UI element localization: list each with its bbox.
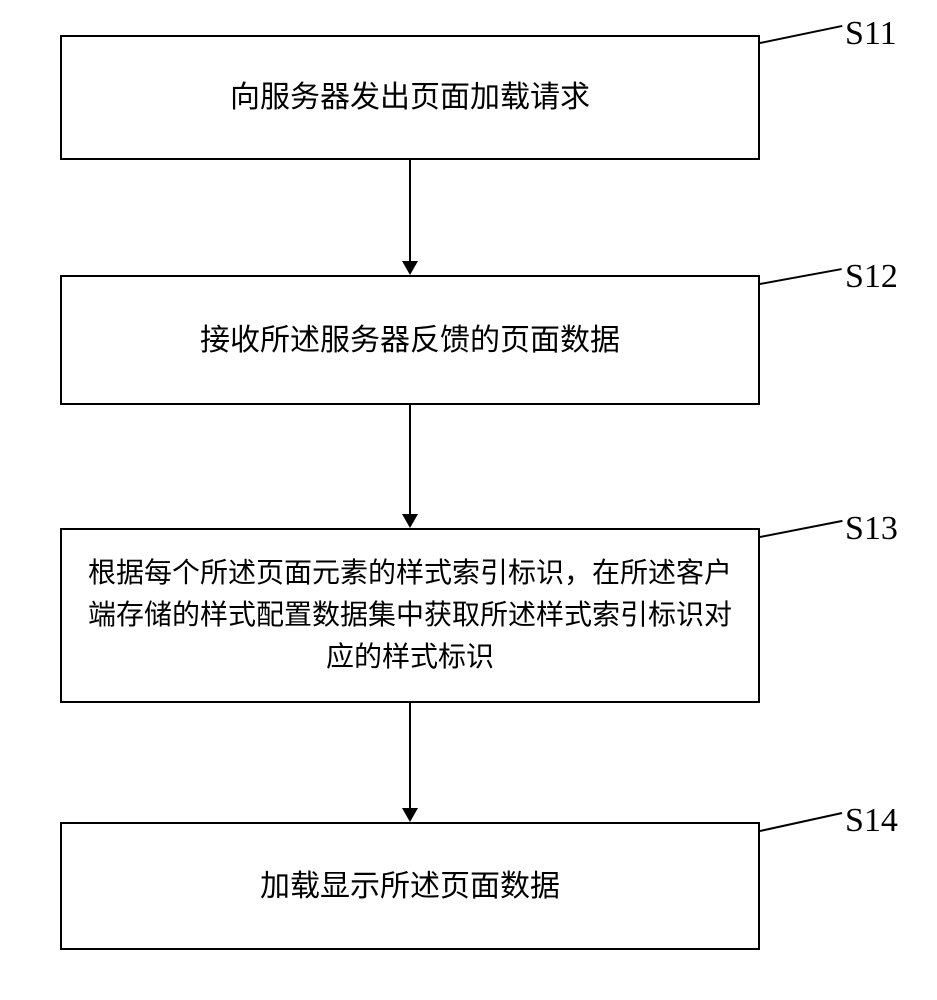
callout-line-s11 [760,25,842,44]
label-text: S12 [845,258,898,295]
step-label-s12: S12 [845,258,898,296]
label-text: S11 [845,15,897,52]
step-box-s14: 加载显示所述页面数据 [60,822,760,950]
arrow-head-3 [402,808,418,822]
callout-line-s14 [760,812,842,832]
step-label-s13: S13 [845,510,898,548]
callout-line-s12 [760,268,842,285]
arrow-line-2 [409,405,411,514]
step-text: 根据每个所述页面元素的样式索引标识，在所述客户端存储的样式配置数据集中获取所述样… [82,553,738,679]
step-box-s11: 向服务器发出页面加载请求 [60,35,760,160]
step-box-s13: 根据每个所述页面元素的样式索引标识，在所述客户端存储的样式配置数据集中获取所述样… [60,528,760,703]
arrow-line-3 [409,703,411,808]
step-text: 向服务器发出页面加载请求 [230,75,590,120]
arrow-head-1 [402,261,418,275]
callout-line-s13 [760,520,842,538]
step-label-s14: S14 [845,802,898,840]
step-box-s12: 接收所述服务器反馈的页面数据 [60,275,760,405]
arrow-head-2 [402,514,418,528]
step-text: 接收所述服务器反馈的页面数据 [200,318,620,363]
label-text: S14 [845,802,898,839]
step-text: 加载显示所述页面数据 [260,864,560,909]
flowchart-canvas: 向服务器发出页面加载请求 S11 接收所述服务器反馈的页面数据 S12 根据每个… [0,0,937,1000]
arrow-line-1 [409,160,411,261]
step-label-s11: S11 [845,15,897,53]
label-text: S13 [845,510,898,547]
